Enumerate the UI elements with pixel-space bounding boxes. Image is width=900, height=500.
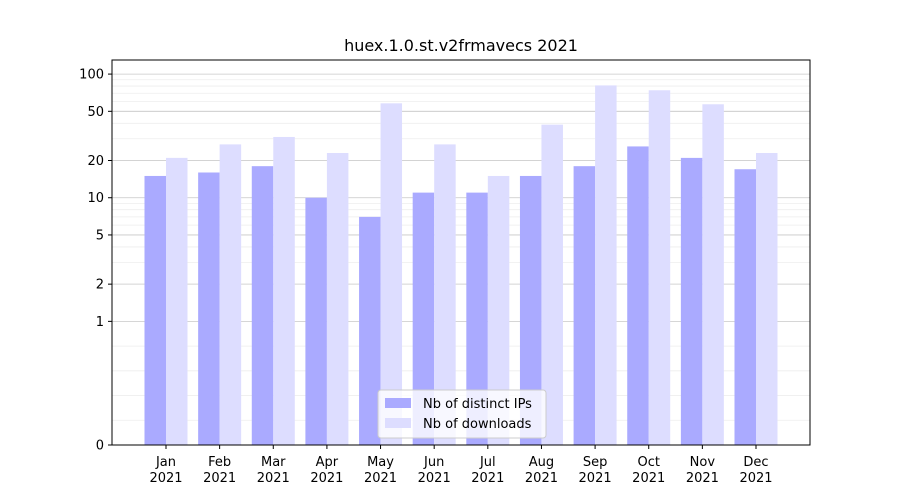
chart-title: huex.1.0.st.v2frmavecs 2021 [344,36,578,55]
x-tick-label: Feb [208,455,231,470]
legend: Nb of distinct IPs Nb of downloads [377,389,547,439]
bar-downloads [595,85,617,445]
bar-ips [519,175,542,445]
y-tick-label: 100 [79,68,104,83]
bar-ips [305,197,327,445]
bar-downloads [541,124,563,445]
x-tick-label: Nov [690,455,716,470]
y-tick-label: 5 [96,228,104,243]
bar-downloads [380,103,403,445]
x-tick-label: Aug [529,455,554,470]
x-tick-label-year: 2021 [418,471,451,486]
bar-ips [680,157,703,446]
x-tick-label: Jul [479,455,496,470]
x-tick-label: May [367,455,394,470]
x-tick-label: Jan [155,455,176,470]
bar-ips [627,146,649,445]
bar-downloads [648,90,671,445]
x-tick-label-year: 2021 [686,471,719,486]
y-tick-label: 10 [87,191,104,206]
x-tick-label: Jun [423,455,444,470]
bar-ips [573,166,596,445]
bar-downloads [702,104,724,445]
x-tick-label-year: 2021 [579,471,612,486]
bar-ips [734,169,756,445]
y-tick-label: 50 [87,105,104,120]
legend-swatch-downloads [385,418,411,428]
bar-ips [412,192,435,445]
bar-ips [144,175,166,445]
legend-swatch-ips [385,398,411,408]
plot-frame [111,59,811,446]
bar-ips [198,172,220,446]
x-tick-label-year: 2021 [364,471,397,486]
x-tick-label-year: 2021 [525,471,558,486]
bar-ips [359,216,381,445]
bars [144,85,778,446]
x-axis: Jan2021Feb2021Mar2021Apr2021May2021Jun20… [149,445,773,486]
y-tick-label: 1 [96,315,104,330]
x-tick-label: Apr [316,455,339,470]
bar-ips [251,166,274,445]
x-tick-label-year: 2021 [203,471,236,486]
bar-downloads [434,144,456,445]
legend-box [377,389,547,439]
bar-downloads [219,144,242,445]
bar-downloads [487,175,510,445]
x-tick-label: Oct [637,455,659,470]
y-axis: 0 1 2 5 10 20 50 100 [79,68,112,454]
x-tick-label-year: 2021 [739,471,772,486]
legend-label-ips: Nb of distinct IPs [423,397,532,412]
bar-downloads [756,153,778,445]
bar-downloads [326,153,349,445]
x-tick-label: Dec [743,455,768,470]
legend-label-downloads: Nb of downloads [423,417,532,432]
bar-downloads [273,136,295,445]
y-tick-label: 0 [96,439,104,454]
x-tick-label-year: 2021 [632,471,665,486]
bar-downloads [166,157,188,446]
x-tick-label-year: 2021 [310,471,343,486]
x-tick-label: Sep [583,455,608,470]
x-tick-label-year: 2021 [149,471,182,486]
bar-ips [466,192,488,445]
x-tick-label-year: 2021 [471,471,504,486]
y-tick-label: 2 [96,278,104,293]
x-tick-label: Mar [261,455,286,470]
x-tick-label-year: 2021 [257,471,290,486]
y-tick-label: 20 [87,154,104,169]
